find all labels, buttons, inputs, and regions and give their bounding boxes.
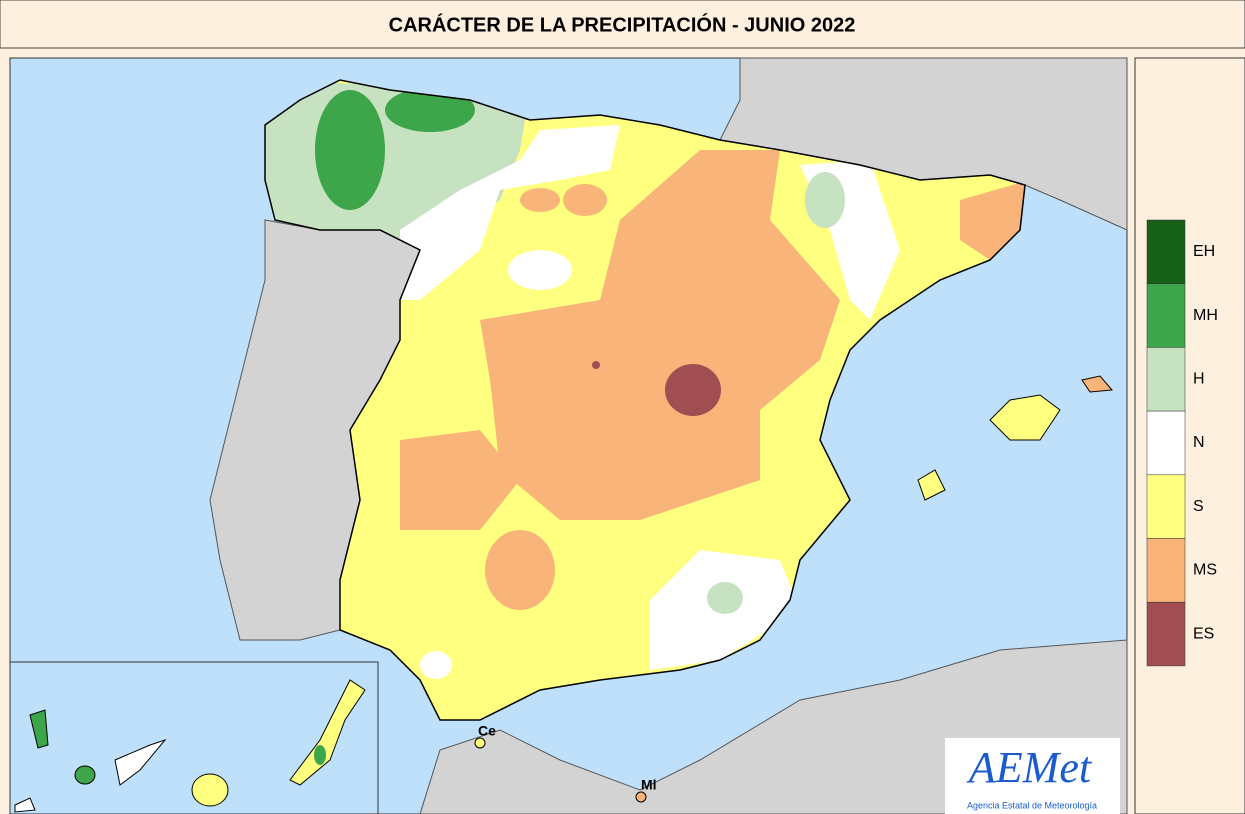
- legend-swatch: [1147, 284, 1185, 348]
- ceuta: [475, 738, 485, 748]
- city-label: Ml: [641, 777, 657, 793]
- area-h: [805, 172, 845, 228]
- canary-inset: [10, 662, 378, 814]
- area-ms: [520, 188, 560, 212]
- legend-label: N: [1193, 434, 1205, 451]
- area-ms: [563, 184, 607, 216]
- legend-label: MS: [1193, 562, 1217, 579]
- area-h: [707, 582, 743, 614]
- legend-label: MH: [1193, 307, 1218, 324]
- logo-subtitle: Agencia Estatal de Meteorología: [967, 800, 1097, 810]
- area-ms: [485, 530, 555, 610]
- legend-swatch: [1147, 220, 1185, 284]
- legend-label: S: [1193, 498, 1204, 515]
- legend-swatch: [1147, 347, 1185, 411]
- area-n: [508, 250, 572, 290]
- area-mh: [315, 90, 385, 210]
- map: Ce Ml AEMet Agencia Estatal de Meteorolo…: [10, 58, 1127, 814]
- map-figure: CARÁCTER DE LA PRECIPITACIÓN - JUNIO 202…: [0, 0, 1245, 814]
- legend-label: H: [1193, 370, 1205, 387]
- city-label: Ce: [478, 723, 496, 739]
- legend-label: ES: [1193, 625, 1214, 642]
- legend-swatch: [1147, 602, 1185, 666]
- page: CARÁCTER DE LA PRECIPITACIÓN - JUNIO 202…: [0, 0, 1245, 814]
- legend-label: EH: [1193, 243, 1215, 260]
- logo-text: AEMet: [966, 743, 1093, 792]
- title: CARÁCTER DE LA PRECIPITACIÓN - JUNIO 202…: [389, 12, 856, 36]
- legend-swatch: [1147, 539, 1185, 603]
- area-n: [420, 651, 452, 679]
- legend-swatch: [1147, 411, 1185, 475]
- area-es: [592, 361, 600, 369]
- melilla: [636, 792, 646, 802]
- area-es: [665, 364, 721, 416]
- logo: AEMet Agencia Estatal de Meteorología: [945, 738, 1120, 814]
- legend-swatch: [1147, 475, 1185, 539]
